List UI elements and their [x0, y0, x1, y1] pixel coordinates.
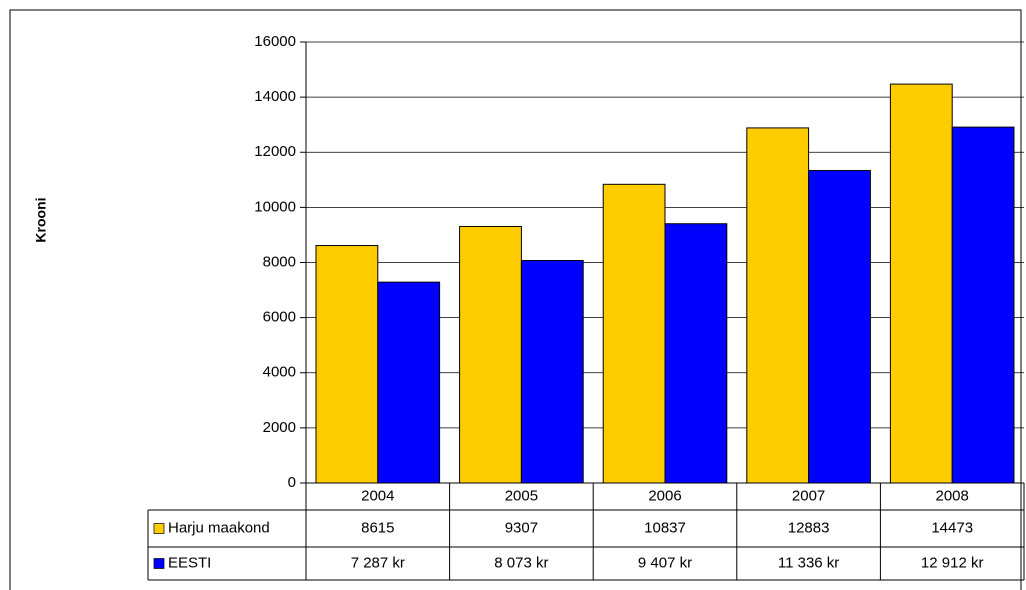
bar [889, 83, 953, 484]
bar [951, 126, 1015, 484]
x-tick-label: 2004 [361, 487, 394, 504]
x-tick-label: 2006 [648, 487, 681, 504]
table-value: 12883 [788, 519, 830, 536]
chart-frame [9, 9, 1022, 590]
legend-label: Harju maakond [168, 519, 270, 536]
y-tick-label: 14000 [254, 88, 296, 105]
bar [664, 223, 728, 484]
table-value: 9307 [505, 519, 538, 536]
y-tick-label: 4000 [263, 364, 296, 381]
x-tick-label: 2007 [792, 487, 825, 504]
table-value: 10837 [644, 519, 686, 536]
table-value: 7 287 kr [351, 554, 405, 571]
table-value: 8615 [361, 519, 394, 536]
y-tick-label: 10000 [254, 198, 296, 215]
bar [602, 183, 666, 484]
x-tick-label: 2008 [936, 487, 969, 504]
x-tick-label: 2005 [505, 487, 538, 504]
legend-label: EESTI [168, 554, 211, 571]
bar [520, 259, 584, 484]
legend-key [153, 558, 165, 569]
bar [746, 127, 810, 484]
y-tick-label: 2000 [263, 419, 296, 436]
bar [459, 225, 522, 484]
table-value: 8 073 kr [494, 554, 548, 571]
bar [377, 281, 441, 484]
y-tick-label: 16000 [254, 33, 296, 50]
y-tick-label: 0 [288, 474, 296, 491]
y-tick-label: 12000 [254, 143, 296, 160]
legend-key [153, 523, 165, 534]
table-value: 12 912 kr [921, 554, 984, 571]
y-tick-label: 6000 [263, 309, 296, 326]
y-tick-label: 8000 [263, 253, 296, 270]
y-axis-label: Krooni [33, 197, 49, 242]
bar [808, 170, 871, 484]
table-value: 9 407 kr [638, 554, 692, 571]
bar [315, 245, 379, 484]
table-value: 14473 [931, 519, 973, 536]
table-value: 11 336 kr [778, 554, 839, 571]
